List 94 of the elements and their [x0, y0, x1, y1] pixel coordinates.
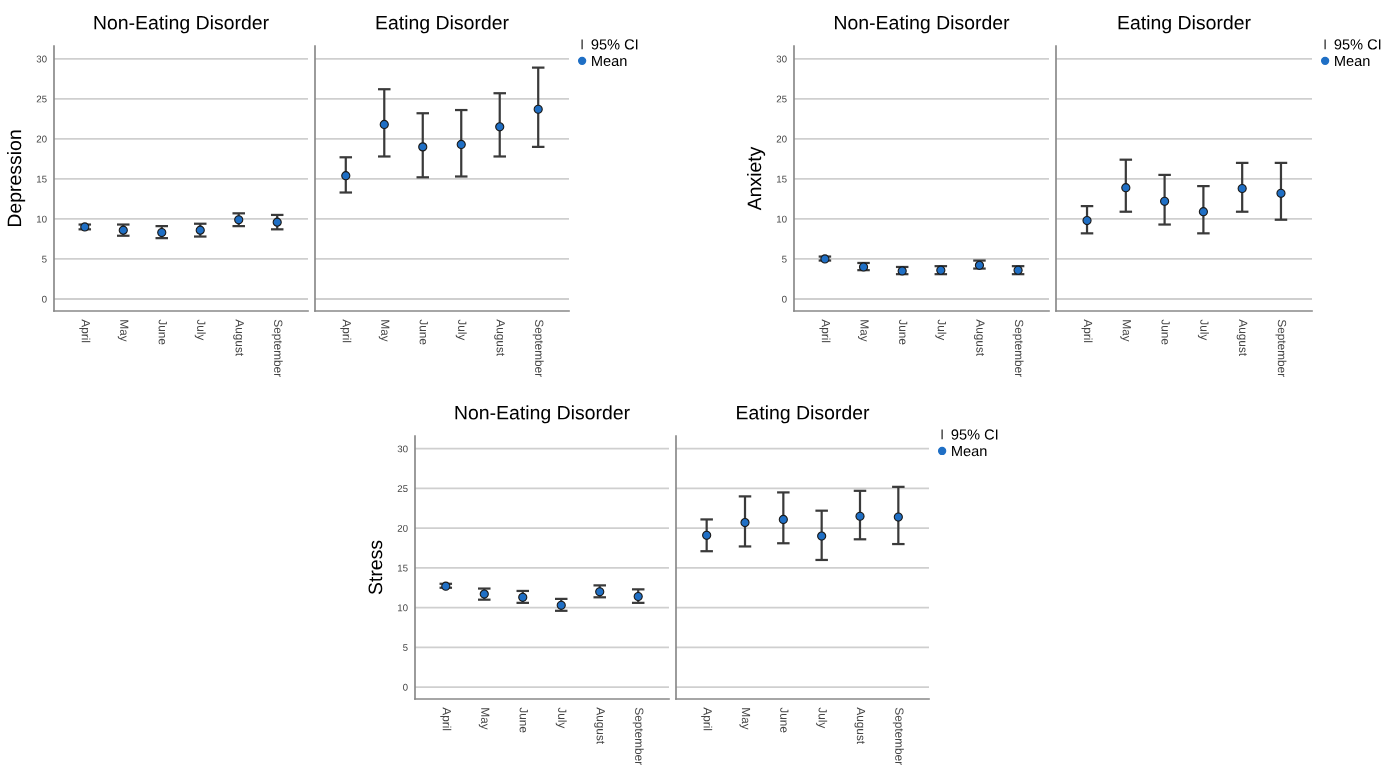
y-tick-label: 25 — [36, 95, 47, 103]
x-tick-label: September — [271, 319, 283, 377]
y-tick-label: 15 — [36, 175, 47, 183]
point — [80, 222, 90, 232]
x-tick-label: August — [973, 319, 985, 356]
x-tick-label: May — [1120, 320, 1131, 342]
x-tick-label: August — [494, 319, 505, 356]
point — [418, 142, 428, 152]
point — [379, 119, 389, 130]
point — [341, 171, 351, 181]
point — [1276, 188, 1286, 198]
chart-title: Eating Disorder — [1118, 15, 1251, 34]
point — [1082, 215, 1092, 226]
y-tick-label: 10 — [397, 604, 408, 612]
y-tick-label: 5 — [42, 255, 47, 263]
legend-label: Mean — [592, 55, 627, 67]
text: 95% CI — [1334, 39, 1381, 50]
x-tick-label: July — [555, 707, 567, 729]
point — [441, 581, 451, 591]
point — [533, 104, 543, 114]
x-tick-label: August — [233, 319, 244, 356]
x-tick-label: September — [1275, 319, 1287, 377]
y-tick-label: 25 — [397, 485, 408, 493]
text: 95% CI — [591, 39, 638, 50]
point — [1121, 183, 1131, 193]
y-axis-title: Depression — [7, 130, 26, 227]
x-tick-label: April — [701, 707, 713, 731]
x-tick-label: April — [440, 707, 452, 731]
y-tick-label: 0 — [782, 295, 787, 303]
x-tick-label: July — [455, 319, 467, 341]
chart-title: Non-Eating Disorder — [455, 405, 630, 424]
point — [817, 531, 827, 541]
x-tick-label: April — [79, 319, 91, 343]
point — [456, 139, 466, 150]
x-tick-label: May — [478, 708, 490, 730]
x-tick-label: June — [780, 707, 789, 733]
y-tick-label: 30 — [397, 445, 408, 453]
x-tick-label: May — [117, 320, 129, 342]
chart-title: Non-Eating Disorder — [835, 15, 1010, 34]
chart-title: Eating Disorder — [376, 15, 509, 34]
x-tick-label: April — [340, 319, 352, 343]
x-tick-label: April — [819, 319, 831, 343]
point — [893, 512, 903, 522]
legend-label: Mean — [1335, 55, 1370, 67]
x-tick-label: May — [378, 320, 390, 342]
chart-title: Non-Eating Disorder — [94, 15, 269, 34]
x-tick-label: May — [739, 708, 751, 730]
x-tick-label: July — [1197, 319, 1209, 341]
y-tick-label: 15 — [397, 564, 408, 572]
point — [1198, 207, 1208, 217]
point — [1160, 196, 1170, 206]
x-tick-label: August — [854, 707, 866, 744]
point — [272, 217, 282, 227]
x-tick-label: September — [632, 707, 644, 765]
x-tick-label: August — [1236, 319, 1248, 356]
x-tick-label: June — [519, 707, 528, 733]
y-tick-label: 30 — [776, 55, 787, 63]
x-tick-label: September — [892, 707, 904, 765]
point — [855, 511, 865, 521]
x-tick-label: June — [1161, 319, 1170, 345]
y-tick-label: 5 — [782, 255, 787, 263]
x-tick-label: July — [935, 319, 947, 341]
y-tick-label: 0 — [403, 683, 408, 691]
point — [1237, 183, 1247, 194]
y-tick-label: 30 — [36, 55, 47, 63]
y-axis-title: Stress — [368, 540, 383, 595]
point — [820, 254, 830, 264]
point — [702, 530, 712, 540]
x-tick-label: June — [158, 319, 167, 345]
y-axis-title: Anxiety — [747, 146, 766, 211]
y-tick-label: 5 — [403, 644, 408, 651]
point — [740, 518, 750, 528]
point — [495, 122, 505, 132]
x-tick-label: July — [816, 707, 828, 729]
x-tick-label: June — [899, 319, 908, 345]
chart-title: Eating Disorder — [737, 405, 870, 424]
x-tick-label: June — [419, 319, 428, 345]
y-tick-label: 20 — [36, 135, 47, 143]
point — [778, 514, 788, 525]
y-tick-label: 10 — [36, 215, 47, 223]
legend-label: Mean — [952, 446, 987, 457]
x-tick-label: July — [194, 319, 206, 341]
x-tick-label: August — [594, 707, 605, 744]
y-tick-label: 15 — [776, 175, 787, 183]
y-tick-label: 20 — [776, 135, 787, 143]
x-tick-label: September — [532, 319, 544, 377]
text: 95% CI — [951, 429, 998, 440]
y-tick-label: 25 — [776, 95, 787, 103]
y-tick-label: 10 — [776, 215, 787, 223]
x-tick-label: May — [858, 320, 869, 342]
y-tick-label: 0 — [42, 295, 47, 303]
y-tick-label: 20 — [397, 524, 408, 532]
x-tick-label: April — [1081, 319, 1093, 343]
x-tick-label: September — [1012, 319, 1024, 377]
